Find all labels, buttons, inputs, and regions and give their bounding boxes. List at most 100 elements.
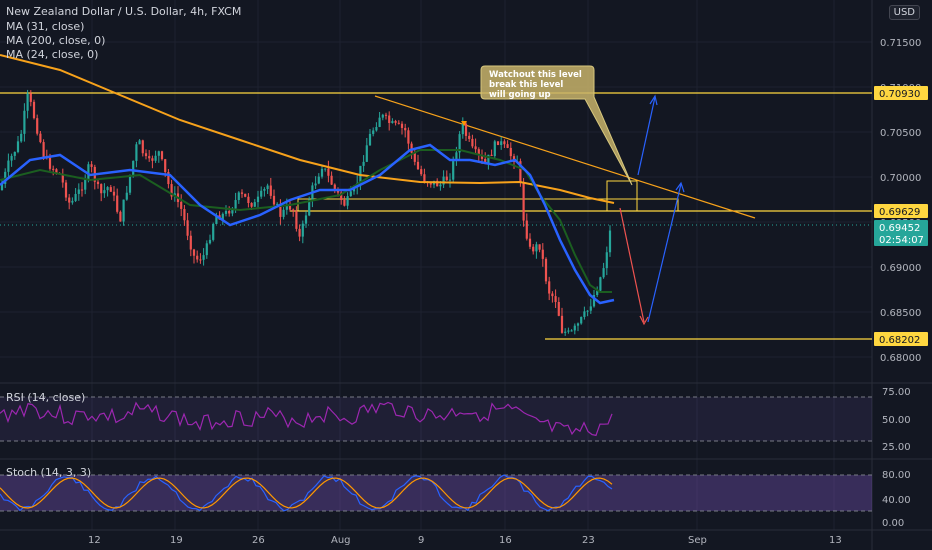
candle-body [272,195,276,205]
ma24-legend[interactable]: MA (24, close, 0) [6,48,99,61]
candle-body [13,151,16,156]
main-grid [0,0,872,530]
candle-body [103,190,106,194]
ma200-legend[interactable]: MA (200, close, 0) [6,34,106,47]
candle-body [496,141,500,145]
candle-body [388,115,391,123]
candle-body [324,168,327,170]
candle-body [10,155,13,161]
candle-body [240,192,244,194]
candle-body [429,183,432,185]
candle-body [180,201,183,209]
stoch-tick: 40.00 [882,495,911,506]
current-price-label: 0.69452 [879,223,920,234]
candle-body [269,185,272,196]
candle-body [391,121,394,123]
time-tick: 16 [499,535,512,546]
stoch-k-line[interactable] [0,474,613,512]
time-axis[interactable]: 12 19 26 Aug 9 16 23 Sep 13 [88,535,842,546]
candle-body [528,238,532,247]
candle-body [167,172,170,185]
candle-body [458,134,461,153]
descending-trendline[interactable] [374,95,756,219]
main-pane[interactable] [0,0,872,383]
candle-body [384,114,388,116]
candle-body [39,133,42,143]
candle-body [509,147,512,157]
candle-body [589,306,592,311]
candle-body [455,152,458,159]
candle-body [464,123,468,136]
candle-body [224,210,228,214]
rsi-tick: 25.00 [882,442,911,453]
rsi-legend[interactable]: RSI (14, close) [6,391,86,404]
candle-body [183,208,186,221]
candle-body [84,179,87,190]
stoch-axis: 80.00 40.00 0.00 [882,470,911,529]
candle-body [340,192,343,200]
candle-body [247,196,250,204]
price-tick: 0.69000 [880,263,921,274]
candle-body [400,123,404,128]
candle-body [519,161,522,183]
consolidation-box[interactable] [297,198,679,212]
time-tick: 9 [418,535,424,546]
candle-body [125,192,128,200]
candle-body [237,192,240,201]
stoch-d-line[interactable] [0,477,613,509]
candle-body [135,144,138,161]
candle-body [282,209,285,217]
callout-note[interactable]: Watchout this level break this level will … [480,65,633,186]
candle-body [234,200,237,209]
candle-body [592,295,596,307]
candle-body [266,185,269,189]
rsi-line[interactable] [0,401,613,437]
candle-body [138,140,141,145]
level-label: 0.70930 [879,89,920,100]
candle-body [128,174,132,193]
candle-body [96,181,100,185]
candle-body [170,184,173,197]
candle-body [602,268,605,278]
candle-body [250,203,253,207]
stoch-legend[interactable]: Stoch (14, 3, 3) [6,466,92,479]
rsi-tick: 50.00 [882,415,911,426]
candle-body [109,187,112,192]
symbol-title[interactable]: New Zealand Dollar / U.S. Dollar, 4h, FX… [6,5,242,18]
candle-body [420,169,423,175]
candle-body [157,151,160,156]
candle-body [567,330,570,332]
candle-body [292,209,295,212]
candle-body [317,176,320,184]
candle-body [468,135,471,139]
candle-body [477,149,480,156]
candle-body [423,174,426,182]
level-label: 0.68202 [879,335,920,346]
candle-body [368,133,372,146]
ma31-legend[interactable]: MA (31, close) [6,20,85,33]
candle-body [36,118,39,134]
rsi-band [0,397,872,441]
candle-body [164,159,167,173]
currency-button[interactable]: USD [888,5,920,20]
candle-body [439,184,442,187]
candle-body [304,215,308,224]
ma200-line[interactable] [0,54,615,204]
candle-body [71,200,74,203]
candle-body [205,243,208,256]
breakout-box[interactable] [606,180,638,212]
ma24-line[interactable] [0,149,612,293]
candle-body [461,123,464,135]
candle-body [308,199,311,216]
candle-body [471,138,474,147]
price-tick: 0.71500 [880,38,921,49]
candle-body [583,311,586,317]
ma31-line[interactable] [0,143,615,305]
candle-body [436,180,439,187]
candle-body [74,193,77,201]
candle-body [522,182,525,221]
candle-body [538,244,541,250]
bull-projection-arrows[interactable] [619,94,685,326]
time-tick: 19 [170,535,183,546]
